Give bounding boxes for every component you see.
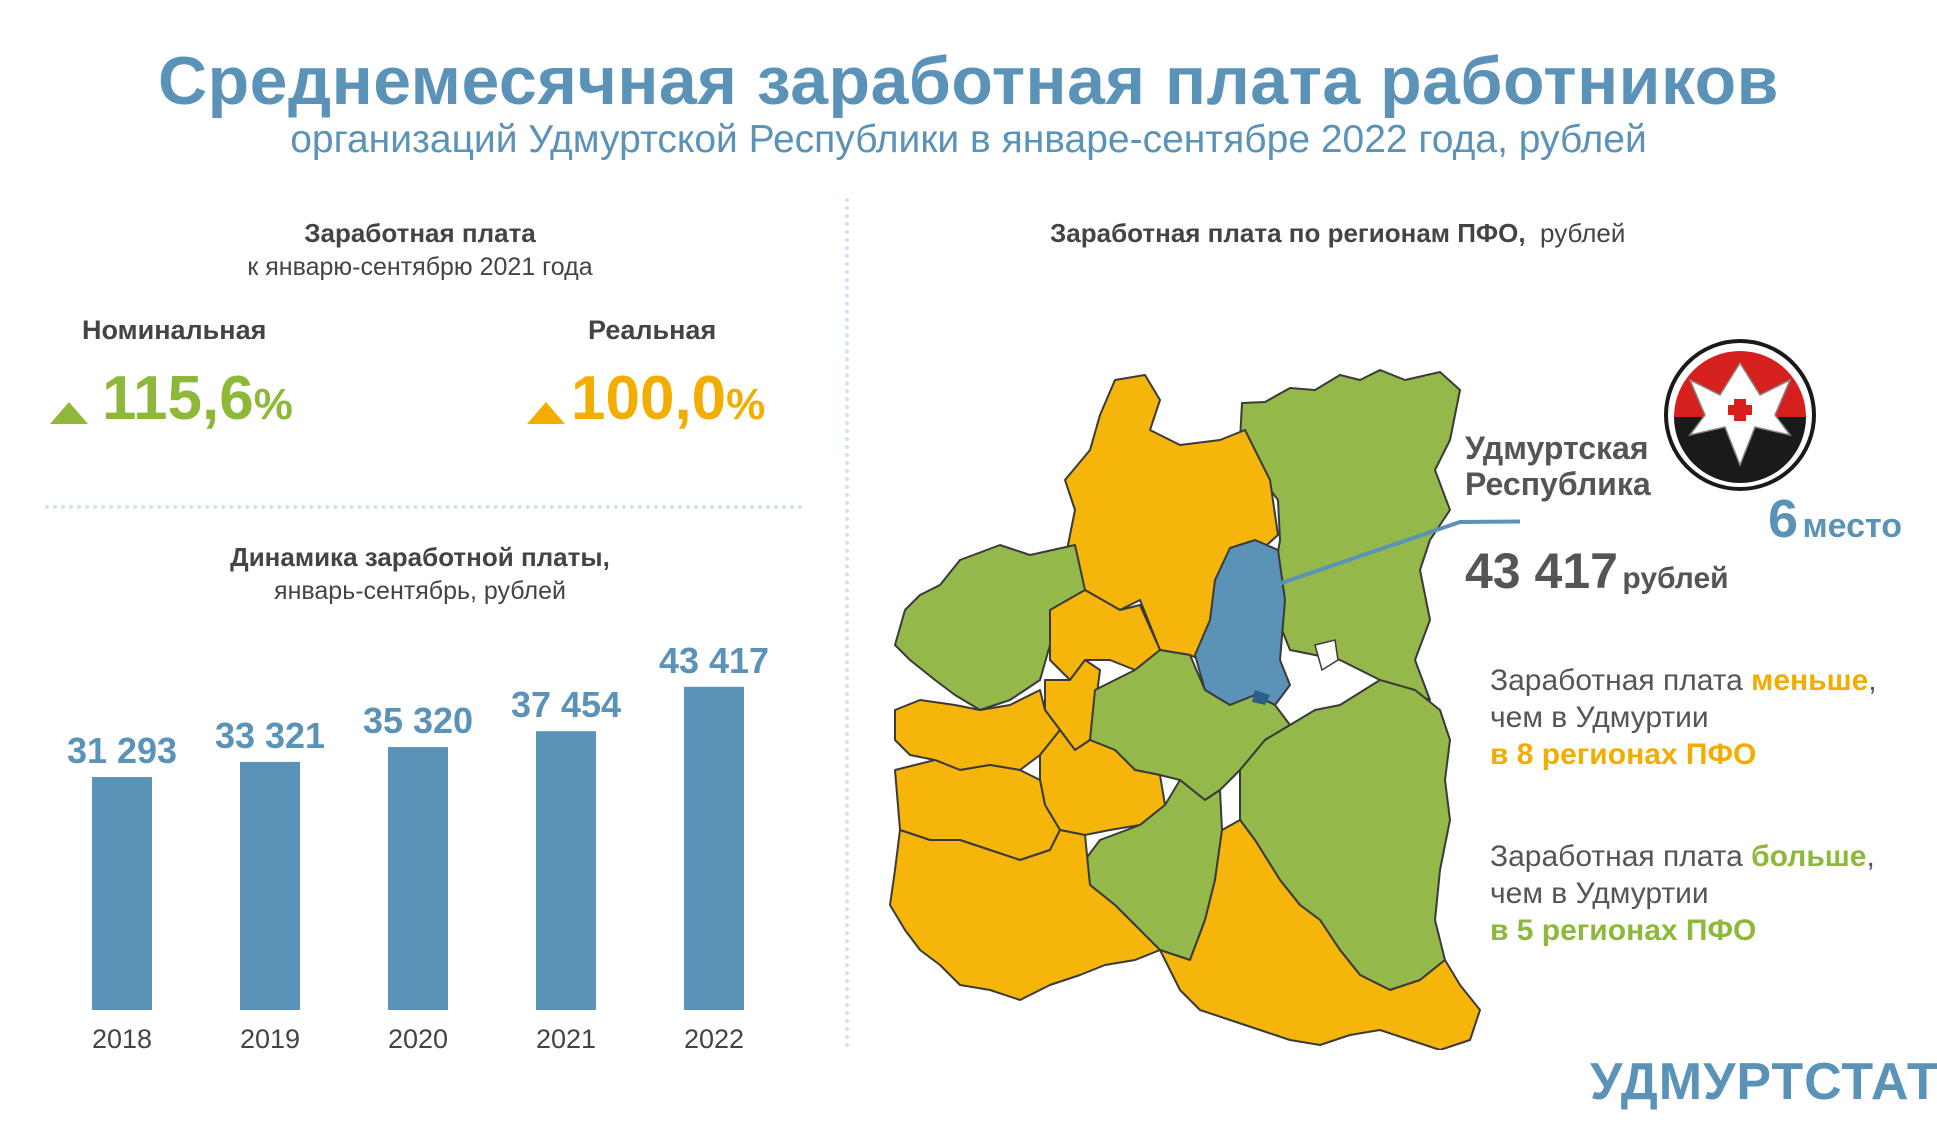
page-title: Среднемесячная заработная плата работник… <box>158 43 1779 119</box>
real-unit: % <box>726 380 766 429</box>
rank-text: место <box>1802 507 1903 545</box>
udmurtia-name: Удмуртская Республика <box>1465 430 1651 502</box>
udmurtia-name-line1: Удмуртская <box>1465 430 1649 466</box>
udmurtia-name-line2: Республика <box>1465 466 1651 502</box>
salary-bar-chart: 31 293 2018 33 321 2019 35 320 2020 37 454 2021… <box>67 640 769 1054</box>
horizontal-divider <box>45 505 803 509</box>
pfo-regions-map <box>889 369 1520 1050</box>
map-region-mari <box>1049 589 1161 681</box>
real-number: 100,0 <box>571 364 727 433</box>
legend-less-prefix: Заработная плата <box>1490 664 1752 697</box>
legend-more-line2: чем в Удмуртии <box>1490 877 1709 910</box>
legend-more: Заработная плата больше, чем в Удмуртии … <box>1490 838 1875 949</box>
legend-more-prefix: Заработная плата <box>1490 840 1752 873</box>
brand-logo-text: УДМУРТСТАТ <box>1590 1053 1937 1111</box>
bar-value-label-2019: 33 321 <box>215 715 325 756</box>
nominal-unit: % <box>253 380 293 429</box>
nominal-value: 115,6% <box>102 368 293 430</box>
rank-number: 6 <box>1768 489 1799 549</box>
bar-value-label-2020: 35 320 <box>363 700 473 741</box>
bar-2022 <box>684 686 744 1010</box>
page-subtitle: организаций Удмуртской Республики в янва… <box>290 118 1647 161</box>
map-region-saratov <box>889 829 1161 1001</box>
udmurtia-rank: 6 место <box>1768 488 1902 550</box>
index-section-heading: Заработная плата к январю-сентябрю 2021 … <box>120 218 720 282</box>
legend-more-line1: Заработная плата больше, <box>1490 838 1875 875</box>
dynamics-section-heading: Динамика заработной платы, январь-сентяб… <box>120 542 720 606</box>
map-region-nizhny <box>894 544 1086 711</box>
legend-less-highlight: меньше <box>1751 664 1869 697</box>
map-heading-unit: рублей <box>1540 218 1626 248</box>
nominal-up-triangle-icon <box>50 402 88 424</box>
x-tick-label-2020: 2020 <box>388 1024 448 1054</box>
udmurtia-salary-value: 43 417 <box>1465 543 1618 599</box>
index-subheading: к январю-сентябрю 2021 года <box>247 253 593 281</box>
map-heading: Заработная плата по регионам ПФО, рублей <box>1050 218 1625 249</box>
vertical-divider <box>845 198 849 1048</box>
real-label: Реальная <box>588 315 717 345</box>
udmurtia-salary-unit: рублей <box>1622 562 1729 595</box>
bar-value-label-2022: 43 417 <box>659 640 769 681</box>
real-value: 100,0% <box>571 368 765 430</box>
x-tick-label-2021: 2021 <box>536 1024 596 1054</box>
legend-more-line3: в 5 регионах ПФО <box>1490 914 1757 947</box>
legend-less-line2: чем в Удмуртии <box>1490 701 1709 734</box>
bar-value-label-2021: 37 454 <box>511 684 621 725</box>
bar-2019 <box>240 761 300 1010</box>
legend-less-suffix: , <box>1868 664 1877 697</box>
bar-2020 <box>388 747 448 1010</box>
map-region-orenburg <box>1159 819 1481 1050</box>
map-lake <box>1314 639 1339 672</box>
udmurtia-emblem-icon <box>1664 339 1816 491</box>
legend-less-line3: в 8 регионах ПФО <box>1490 738 1757 771</box>
legend-less: Заработная плата меньше, чем в Удмуртии … <box>1490 662 1877 773</box>
bar-value-label-2018: 31 293 <box>67 730 177 771</box>
legend-more-highlight: больше <box>1751 840 1867 873</box>
udmurtia-callout-line <box>1254 519 1520 594</box>
nominal-number: 115,6 <box>102 364 254 433</box>
real-up-triangle-icon <box>527 402 565 424</box>
bar-2021 <box>536 731 596 1010</box>
index-heading: Заработная плата <box>304 218 536 248</box>
map-udmurtia-capital <box>1252 690 1270 705</box>
dynamics-heading: Динамика заработной платы, <box>230 542 610 572</box>
dynamics-subheading: январь-сентябрь, рублей <box>274 577 566 605</box>
legend-more-suffix: , <box>1866 840 1875 873</box>
map-heading-bold: Заработная плата по регионам ПФО, <box>1050 218 1526 248</box>
bar-2018 <box>92 777 152 1010</box>
x-tick-label-2022: 2022 <box>684 1024 744 1054</box>
x-tick-label-2019: 2019 <box>240 1024 300 1054</box>
legend-less-line1: Заработная плата меньше, <box>1490 662 1877 699</box>
nominal-label: Номинальная <box>82 315 267 345</box>
udmurtia-salary: 43 417 рублей <box>1465 542 1729 600</box>
x-tick-label-2018: 2018 <box>92 1024 152 1054</box>
